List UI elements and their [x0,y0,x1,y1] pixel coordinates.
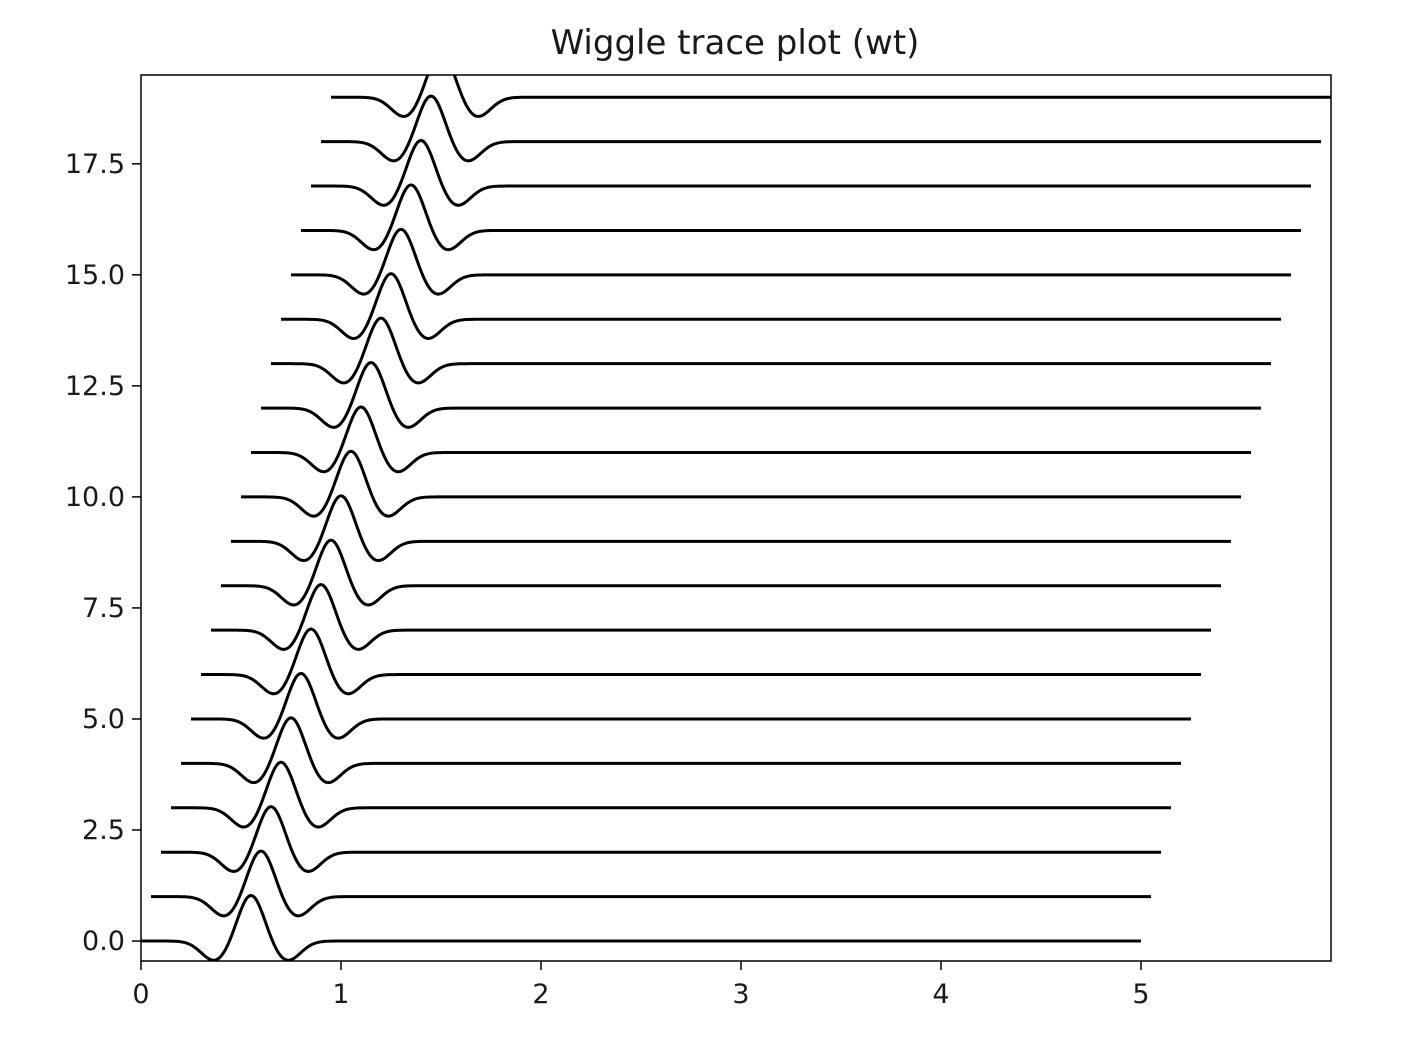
x-tick-label: 3 [732,979,749,1010]
x-tick-label: 4 [932,979,949,1010]
trace-line [321,94,1321,163]
plot-frame [140,74,1332,962]
trace-line [191,671,1191,740]
trace-line [171,760,1171,829]
y-tick-label: 10.0 [65,482,125,513]
y-tick-label: 2.5 [82,815,125,846]
y-tick-label: 17.5 [65,149,125,180]
trace-line [141,893,1141,961]
chart-title: Wiggle trace plot (wt) [551,23,920,63]
trace-line [331,75,1331,118]
y-tick-label: 5.0 [82,704,125,735]
trace-line [281,272,1281,340]
y-tick-label: 7.5 [82,593,125,624]
trace-line [251,405,1251,474]
trace-line [311,138,1311,207]
trace-line [161,805,1161,873]
trace-line [231,494,1231,563]
y-tick-label: 12.5 [65,371,125,402]
trace-line [151,849,1151,918]
y-tick-label: 15.0 [65,260,125,291]
x-tick-label: 5 [1132,979,1149,1010]
x-tick-label: 0 [132,979,149,1010]
trace-line [221,538,1221,607]
trace-line [201,627,1201,696]
x-tick-label: 1 [332,979,349,1010]
trace-line [291,227,1291,296]
x-tick-label: 2 [532,979,549,1010]
trace-line [241,449,1241,518]
trace-line [301,183,1301,252]
traces-group [141,75,1331,961]
trace-line [261,360,1261,429]
trace-line [211,583,1211,651]
trace-line [181,716,1181,785]
y-axis: 0.0 2.5 5.0 7.5 10.0 12.5 15.0 17.5 [65,149,141,957]
trace-line [271,316,1271,385]
x-axis: 0 1 2 3 4 5 [132,961,1150,1010]
y-tick-label: 0.0 [82,926,125,957]
